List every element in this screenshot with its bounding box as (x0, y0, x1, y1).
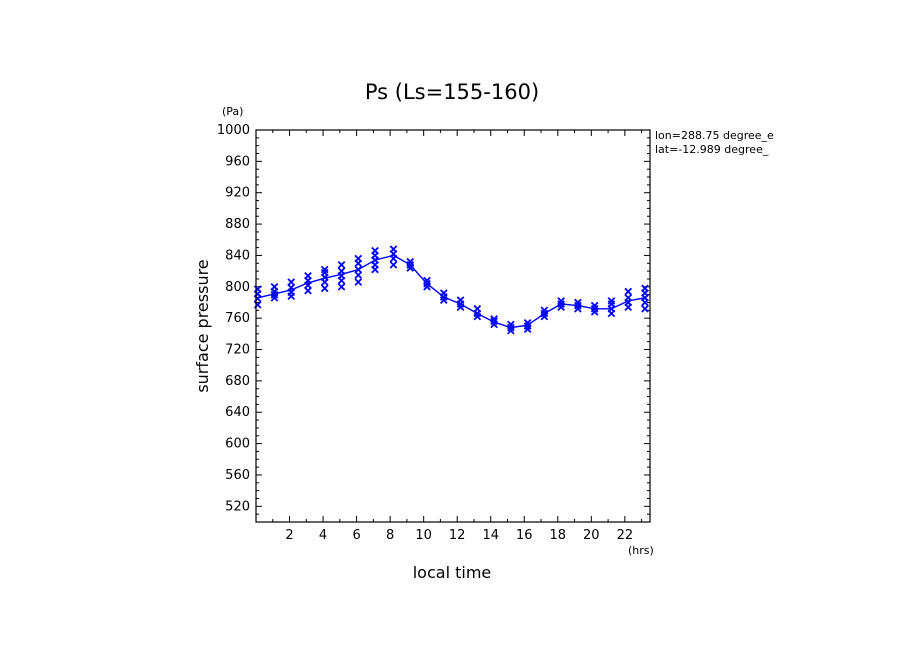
data-point-x (574, 298, 582, 307)
data-point-x (371, 246, 379, 255)
y-axis-label: surface pressure (193, 259, 212, 392)
data-point-x (270, 282, 279, 291)
y-tick-label: 760 (225, 311, 250, 326)
x-tick-label: 12 (449, 528, 466, 543)
data-point-x (320, 265, 329, 274)
y-tick-label: 520 (225, 499, 250, 514)
y-tick-label: 960 (225, 154, 250, 169)
y-tick-label: 800 (225, 280, 250, 295)
data-point-x (354, 254, 363, 263)
y-tick-label: 640 (225, 405, 250, 420)
y-tick-label: 680 (225, 374, 250, 389)
data-point-x (456, 296, 465, 304)
data-point-x (389, 245, 398, 254)
plot-frame (255, 129, 651, 523)
data-point-x (389, 261, 398, 269)
data-point-x (304, 271, 312, 280)
annotation-clip (778, 126, 904, 162)
data-point-x (641, 284, 649, 293)
data-point-x (557, 297, 565, 305)
data-point-x (287, 278, 296, 286)
x-tick-label: 2 (285, 528, 293, 543)
chart-title: Ps (Ls=155-160) (365, 80, 539, 104)
x-axis-label: local time (413, 563, 492, 582)
y-tick-label: 720 (225, 343, 250, 358)
annotation-lat: lat=-12.989 degree_ (655, 143, 769, 156)
data-point-x (337, 261, 346, 269)
y-tick-label: 920 (225, 186, 250, 201)
y-unit-label: (Pa) (222, 105, 243, 118)
mean-line (257, 254, 646, 329)
axis-ticks: 520 560 600 640 680 720 760 800 840 880 920 960 1000… (217, 123, 650, 543)
y-tick-label: 600 (225, 437, 250, 452)
data-point-x (607, 297, 616, 305)
x-tick-label: 8 (386, 528, 394, 543)
x-tick-label: 6 (352, 528, 360, 543)
data-point-x (337, 282, 346, 291)
x-tick-label: 22 (617, 528, 634, 543)
y-tick-label: 880 (225, 217, 250, 232)
data-point-x (624, 287, 633, 296)
x-tick-label: 18 (550, 528, 567, 543)
data-point-x (354, 278, 363, 286)
annotation-lon: lon=288.75 degree_e (655, 129, 774, 142)
y-tick-label: 1000 (217, 123, 250, 138)
y-tick-label: 840 (225, 248, 250, 263)
data-marks (253, 245, 649, 335)
data-point-x (320, 284, 329, 293)
data-point-x (473, 304, 482, 313)
x-unit-label: (hrs) (628, 544, 654, 557)
y-tick-label: 560 (225, 468, 250, 483)
x-tick-label: 14 (482, 528, 499, 543)
x-tick-label: 20 (583, 528, 600, 543)
data-point-x (423, 276, 431, 285)
data-point-x (641, 304, 649, 313)
x-tick-label: 10 (415, 528, 432, 543)
x-tick-label: 16 (516, 528, 533, 543)
x-tick-label: 4 (319, 528, 327, 543)
